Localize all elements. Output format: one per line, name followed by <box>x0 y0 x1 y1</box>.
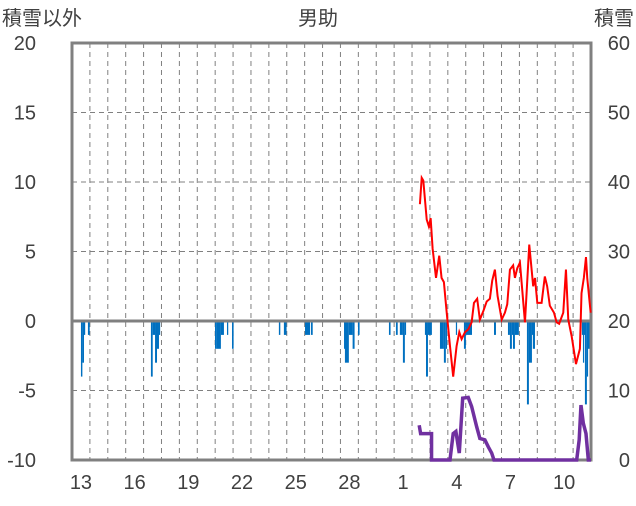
left-tick-label: 15 <box>14 103 36 125</box>
precipitation-bar <box>157 321 159 349</box>
precipitation-bar <box>83 321 86 335</box>
left-tick-label: 5 <box>25 242 36 264</box>
precipitation-bar <box>512 321 515 349</box>
precipitation-bar <box>532 321 535 349</box>
precipitation-bar <box>531 321 534 335</box>
plot-frame <box>70 41 593 462</box>
precipitation-bar <box>305 321 311 335</box>
left-tick-label: -10 <box>7 450 36 472</box>
left-tick-label: -5 <box>18 381 36 403</box>
right-tick-label: 20 <box>608 311 630 333</box>
left-axis-ticks: 20 15 10 5 0 -5 -10 <box>7 33 36 472</box>
plot-border <box>70 41 593 462</box>
precipitation-bar <box>278 321 281 335</box>
right-tick-label: 0 <box>619 450 630 472</box>
x-tick-label: 19 <box>177 472 199 494</box>
precipitation-bar <box>399 321 403 335</box>
precipitation-bar <box>528 321 532 363</box>
precipitation-bar <box>581 321 584 335</box>
x-tick-label: 10 <box>553 472 575 494</box>
precipitation-bar <box>526 321 529 405</box>
precipitation-bar <box>344 321 349 363</box>
chart-title: 男助 <box>298 7 338 30</box>
precipitation-bar <box>158 321 161 335</box>
precipitation-bar <box>283 321 287 335</box>
right-tick-label: 50 <box>608 103 630 125</box>
x-tick-label: 1 <box>398 472 409 494</box>
precipitation-bar <box>226 321 229 335</box>
precipitation-bar <box>455 321 458 335</box>
precipitation-bar <box>494 321 496 335</box>
x-tick-label: 28 <box>338 472 360 494</box>
precipitation-bar <box>231 321 234 349</box>
temperature-line <box>418 174 592 377</box>
precipitation-bar <box>352 321 355 349</box>
precipitation-bar <box>150 321 153 377</box>
right-tick-label: 30 <box>608 242 630 264</box>
precipitation-bar <box>425 321 428 377</box>
grid <box>72 43 591 460</box>
precipitation-bar <box>82 321 84 363</box>
precipitation-bar <box>583 321 586 335</box>
precipitation-bar <box>216 321 221 349</box>
precipitation-bar <box>587 321 590 349</box>
right-axis-label: 積雪 <box>594 7 634 30</box>
precipitation-bar <box>310 321 313 335</box>
precipitation-bar <box>427 321 432 335</box>
precipitation-bar <box>152 321 156 335</box>
x-axis-ticks: 13 16 19 22 25 28 1 4 7 10 <box>70 472 575 494</box>
x-tick-label: 4 <box>451 472 462 494</box>
precipitation-bar <box>348 321 353 335</box>
precipitation-bar <box>87 321 90 335</box>
right-tick-label: 10 <box>608 381 630 403</box>
precipitation-bar <box>463 321 466 349</box>
left-tick-label: 10 <box>14 172 36 194</box>
precipitation-bar <box>80 321 83 377</box>
precipitation-bar <box>439 321 444 349</box>
precipitation-bar <box>155 321 158 363</box>
x-tick-label: 22 <box>231 472 253 494</box>
precipitation-bar <box>582 321 585 363</box>
x-tick-label: 7 <box>505 472 516 494</box>
precipitation-bar <box>586 321 589 377</box>
right-tick-label: 40 <box>608 172 630 194</box>
precipitation-bars <box>80 321 590 405</box>
snow-depth-line <box>417 395 591 462</box>
precipitation-bar <box>584 321 587 405</box>
x-tick-label: 16 <box>124 472 146 494</box>
precipitation-bar <box>445 321 448 349</box>
left-tick-label: 20 <box>14 33 36 55</box>
precipitation-bar <box>509 321 512 349</box>
precipitation-bar <box>511 321 514 335</box>
precipitation-bar <box>507 321 510 335</box>
x-tick-label: 25 <box>285 472 307 494</box>
precipitation-bar <box>395 321 398 335</box>
right-tick-label: 60 <box>608 33 630 55</box>
precipitation-bar <box>214 321 217 349</box>
precipitation-bar <box>357 321 360 335</box>
precipitation-bar <box>404 321 407 335</box>
precipitation-bar <box>424 321 427 335</box>
left-tick-label: 0 <box>25 311 36 333</box>
precipitation-bar <box>344 321 346 349</box>
precipitation-bar <box>402 321 405 363</box>
precipitation-bar <box>443 321 446 363</box>
precipitation-bar <box>220 321 224 335</box>
right-axis-ticks: 60 50 40 30 20 10 0 <box>608 33 630 472</box>
precipitation-bar <box>388 321 391 335</box>
precipitation-bar <box>514 321 519 335</box>
x-tick-label: 13 <box>70 472 92 494</box>
left-axis-label: 積雪以外 <box>2 7 82 30</box>
